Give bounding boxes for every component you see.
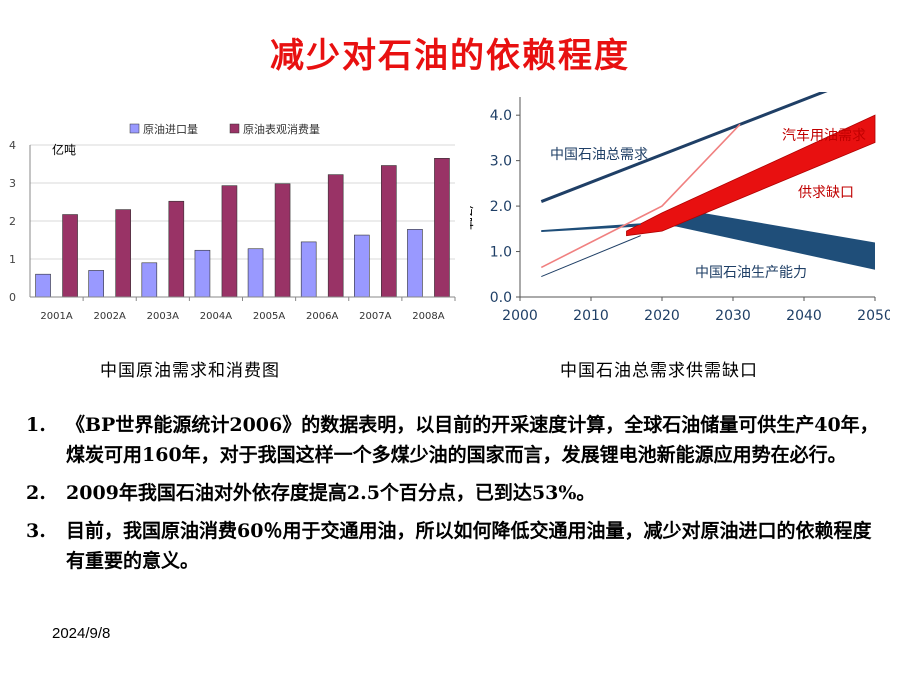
bar-import [354,234,370,298]
line-xtick-label: 2030 [715,308,751,324]
slide-date: 2024/9/8 [52,625,111,642]
bullet-2-number: 2. [26,482,46,504]
supply-gap-band [626,114,876,237]
bar-consumption [221,185,238,298]
bar-consumption [168,200,185,298]
bullet-list: 1. 《BP世界能源统计2006》的数据表明，以目前的开采速度计算，全球石油储量… [26,410,886,584]
vehicle-oil-demand-line [540,123,741,269]
bar-xtick-label: 2001A [40,311,72,322]
bar-consumption [327,174,344,298]
line-xtick-label: 2000 [502,308,538,324]
bar-consumption [381,165,397,298]
bullet-1-number: 1. [26,414,46,436]
bar-chart-ylabel: 亿吨 [52,142,76,157]
legend-swatch [129,123,140,134]
line-xtick-label: 2050 [857,308,890,324]
bar-consumption [62,214,78,298]
bar-consumption [434,157,450,298]
crude-oil-bar-chart: 0 1 2 3 4 2001A 2002A 2003A 2004A 2005A 2006A 2007A… [9,122,456,322]
bar-consumption [115,209,131,298]
production-capacity-band [541,208,875,270]
gap-start-line [541,235,641,278]
bar-import [407,229,423,298]
slide-title: 减少对石油的依赖程度 [270,36,630,76]
caption-left: 中国原油需求和消费图 [100,361,280,381]
line-ytick-label: 3.0 [490,154,512,170]
bar-xtick-label: 2002A [94,311,126,322]
bar-xtick-label: 2006A [306,311,338,322]
line-ytick-label: 1.0 [490,245,512,261]
bar-ytick-label: 4 [9,139,16,152]
total-demand-line [540,92,828,203]
bullet-3: 3. 目前，我国原油消费60％用于交通用油，所以如何降低交通用油量，减少对原油进… [26,516,886,576]
bullet-1: 1. 《BP世界能源统计2006》的数据表明，以目前的开采速度计算，全球石油储量… [26,410,886,470]
line-ytick-label: 2.0 [490,199,512,215]
annotation-vehicle-demand: 汽车用油需求 [782,127,866,144]
legend-label: 原油进口量 [143,122,198,136]
bullet-2: 2. 2009年我国石油对外依存度提高2.5个百分点，已到达53%。 [26,478,886,508]
line-ytick-label: 0.0 [490,290,512,306]
bar-xtick-label: 2007A [359,311,391,322]
line-ytick-label: 4.0 [490,108,512,124]
annotation-total-demand: 中国石油总需求 [550,147,648,163]
bar-import [247,248,264,298]
bar-ytick-label: 0 [9,291,16,304]
bar-import [194,249,211,298]
line-xtick-label: 2040 [786,308,822,324]
bullet-1-text: 《BP世界能源统计2006》的数据表明，以目前的开采速度计算，全球石油储量可供生… [66,414,879,466]
annotation-supply-gap: 供求缺口 [798,185,854,201]
line-chart-ylabel: 亿吨 [470,204,473,230]
line-xtick-label: 2010 [573,308,609,324]
bullet-3-text: 目前，我国原油消费60％用于交通用油，所以如何降低交通用油量，减少对原油进口的依… [66,520,872,572]
bar-xtick-label: 2004A [200,311,232,322]
bar-import [300,241,317,298]
bar-xtick-label: 2005A [253,311,285,322]
bar-consumption [274,183,291,298]
bar-xtick-label: 2008A [412,311,444,322]
legend-label: 原油表观消费量 [243,122,320,136]
bar-import [88,270,104,298]
bullet-2-text: 2009年我国石油对外依存度提高2.5个百分点，已到达53%。 [66,482,596,504]
line-xtick-label: 2020 [644,308,680,324]
bar-xtick-label: 2003A [147,311,179,322]
bar-import [35,273,51,298]
bar-ytick-label: 1 [9,253,16,266]
bar-ytick-label: 2 [9,215,16,228]
legend-swatch [229,123,240,134]
bar-ytick-label: 3 [9,177,16,190]
annotation-production: 中国石油生产能力 [695,265,807,281]
bullet-3-number: 3. [26,520,46,542]
bar-import [141,262,158,298]
caption-right: 中国石油总需求供需缺口 [560,361,758,381]
